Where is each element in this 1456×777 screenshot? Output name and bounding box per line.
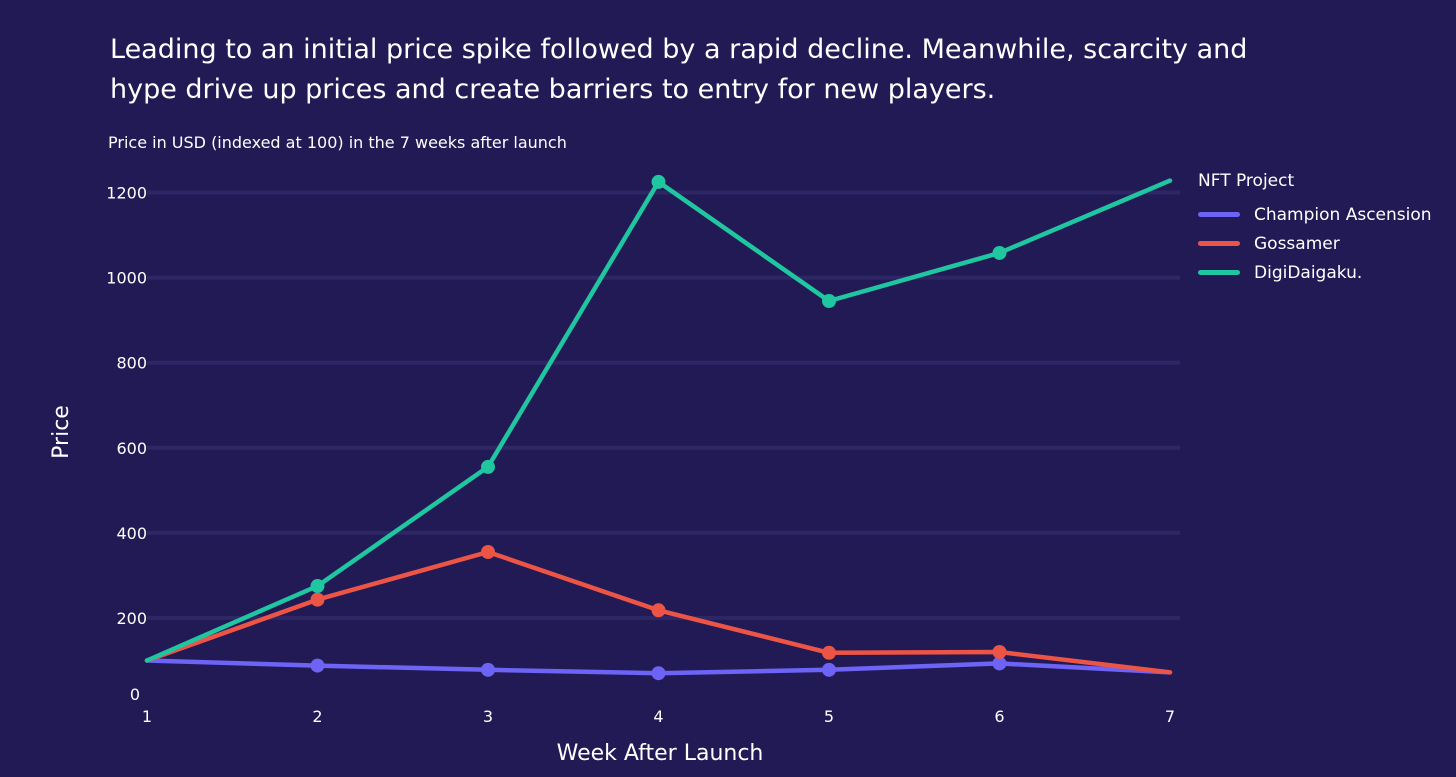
data-point-champion-ascension-6 — [992, 656, 1007, 671]
series-lines — [144, 178, 1173, 676]
series-line-digidaigaku — [144, 178, 1173, 663]
y-tick-label-800: 800 — [116, 354, 147, 373]
legend-item: Gossamer — [1198, 229, 1432, 258]
x-tick-label-2: 2 — [312, 707, 322, 726]
legend-label: DigiDaigaku. — [1254, 262, 1363, 283]
y-tick-label-0: 0 — [130, 685, 140, 704]
y-tick-label-600: 600 — [116, 439, 147, 458]
legend: NFT Project Champion Ascension Gossamer Di… — [1198, 170, 1432, 287]
legend-title: NFT Project — [1198, 171, 1295, 191]
x-tick-label-4: 4 — [653, 707, 663, 726]
chart-subtitle: Price in USD (indexed at 100) in the 7 w… — [108, 133, 567, 152]
x-tick-label-3: 3 — [483, 707, 493, 726]
data-point-champion-ascension-3 — [481, 662, 495, 677]
legend-swatch — [1198, 212, 1240, 217]
data-point-gossamer-4 — [651, 603, 666, 618]
data-point-gossamer-6 — [992, 644, 1007, 659]
legend-items: Champion Ascension Gossamer DigiDaigaku. — [1198, 200, 1432, 287]
data-point-gossamer-2 — [310, 592, 325, 607]
legend-item: Champion Ascension — [1198, 200, 1432, 229]
y-tick-label-400: 400 — [116, 524, 147, 543]
legend-swatch — [1198, 270, 1240, 275]
y-axis-title: Price — [49, 405, 74, 459]
x-tick-label-6: 6 — [994, 707, 1004, 726]
y-tick-labels: 0 200 400 600 800 1000 1200 — [106, 184, 147, 704]
series-points — [310, 174, 1007, 681]
x-tick-label-7: 7 — [1165, 707, 1175, 726]
x-tick-labels: 1 2 3 4 5 6 7 — [142, 707, 1175, 726]
x-axis-title: Week After Launch — [557, 741, 764, 766]
y-tick-label-200: 200 — [116, 609, 147, 628]
legend-label: Champion Ascension — [1254, 204, 1432, 225]
chart-title: Leading to an initial price spike follow… — [110, 34, 1248, 105]
data-point-digidaigaku-5 — [822, 294, 836, 309]
data-point-champion-ascension-5 — [822, 662, 836, 677]
legend-label: Gossamer — [1254, 233, 1340, 254]
y-tick-label-1200: 1200 — [106, 184, 147, 203]
grid-lines — [147, 190, 1180, 620]
data-point-gossamer-3 — [481, 544, 495, 559]
data-point-digidaigaku-3 — [481, 459, 495, 474]
data-point-champion-ascension-4 — [651, 666, 666, 681]
data-point-digidaigaku-2 — [310, 579, 325, 594]
data-point-gossamer-5 — [822, 645, 836, 660]
y-tick-label-1000: 1000 — [106, 269, 147, 288]
data-point-digidaigaku-4 — [651, 174, 666, 189]
data-point-digidaigaku-6 — [992, 245, 1007, 260]
legend-item: DigiDaigaku. — [1198, 258, 1432, 287]
x-tick-label-5: 5 — [824, 707, 834, 726]
data-point-champion-ascension-2 — [310, 658, 325, 673]
legend-swatch — [1198, 241, 1240, 246]
x-tick-label-1: 1 — [142, 707, 152, 726]
